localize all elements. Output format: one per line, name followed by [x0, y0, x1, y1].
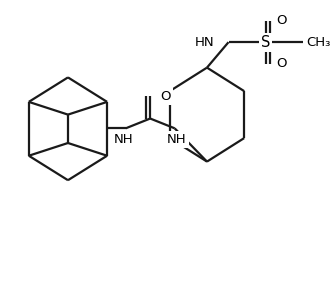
Text: S: S: [261, 35, 270, 50]
Text: NH: NH: [167, 133, 186, 146]
Text: O: O: [160, 90, 170, 102]
Text: O: O: [277, 14, 287, 27]
Text: O: O: [277, 57, 287, 70]
Text: NH: NH: [114, 133, 134, 146]
Text: HN: HN: [195, 36, 215, 49]
Text: CH₃: CH₃: [306, 36, 330, 49]
